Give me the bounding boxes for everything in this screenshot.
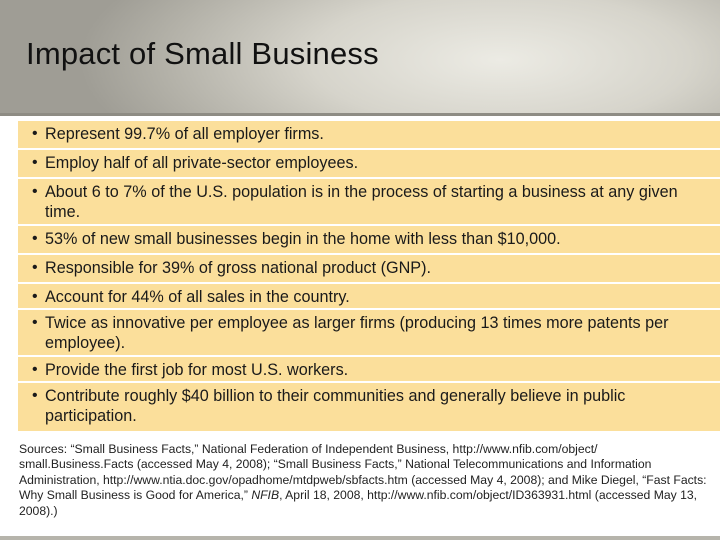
bullet-text: Contribute roughly $40 billion to their … [45,387,626,425]
bullet-item: • Provide the first job for most U.S. wo… [18,357,720,381]
bottom-border [0,536,720,540]
bullet-icon: • [32,125,38,142]
bullet-item: • About 6 to 7% of the U.S. population i… [18,179,720,224]
bullet-icon: • [32,387,38,404]
bullet-icon: • [32,154,38,171]
bullet-item: • 53% of new small businesses begin in t… [18,226,720,253]
slide-title: Impact of Small Business [26,36,379,71]
bullet-text: Twice as innovative per employee as larg… [45,314,669,352]
bullet-item: • Twice as innovative per employee as la… [18,310,720,355]
bullet-text: Represent 99.7% of all employer firms. [45,125,324,143]
bullet-icon: • [32,314,38,331]
title-divider [0,113,720,116]
bullet-text: Provide the first job for most U.S. work… [45,361,349,379]
title-band: Impact of Small Business [0,0,720,113]
sources-text: Sources: “Small Business Facts,” Nationa… [19,442,707,503]
bullet-text: About 6 to 7% of the U.S. population is … [45,183,678,221]
bullet-item: • Represent 99.7% of all employer firms. [18,121,720,148]
bullet-text: 53% of new small businesses begin in the… [45,230,561,248]
content-panel: • Represent 99.7% of all employer firms.… [12,116,720,540]
bullet-icon: • [32,288,38,305]
bullet-item: • Account for 44% of all sales in the co… [18,284,720,308]
bullet-text: Employ half of all private-sector employ… [45,154,359,172]
bullet-text: Account for 44% of all sales in the coun… [45,288,350,306]
sources-publication: NFIB [251,488,280,503]
bullet-icon: • [32,259,38,276]
sources-text-end: , April 18, 2008, http://www.nfib.com/ob… [19,488,698,518]
bullet-icon: • [32,230,38,247]
bullet-text: Responsible for 39% of gross national pr… [45,259,431,277]
bullet-item: • Employ half of all private-sector empl… [18,150,720,177]
bullet-icon: • [32,183,38,200]
bullet-item: • Responsible for 39% of gross national … [18,255,720,282]
bullet-item: • Contribute roughly $40 billion to thei… [18,383,720,431]
sources-note: Sources: “Small Business Facts,” Nationa… [19,442,709,519]
bullet-icon: • [32,361,38,378]
